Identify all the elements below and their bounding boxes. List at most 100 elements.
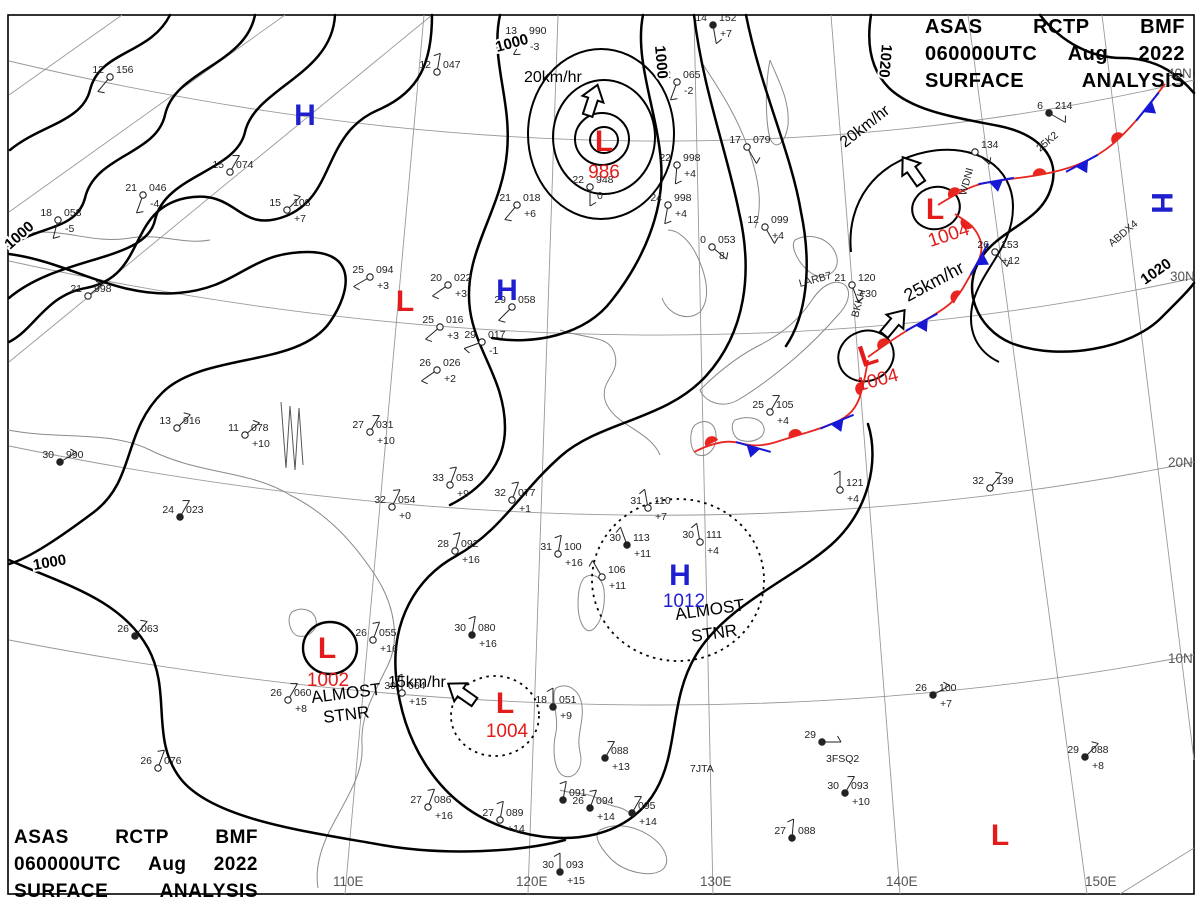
wind-barb-tick — [559, 780, 567, 785]
system-circle — [301, 620, 359, 676]
station-value: 152 — [719, 12, 737, 24]
movement-arrow-icon — [878, 308, 906, 340]
wind-barb — [791, 819, 795, 836]
station-value: 046 — [149, 182, 167, 194]
station-value: +4 — [675, 208, 687, 220]
station-circle — [508, 496, 516, 504]
wind-barb — [246, 422, 260, 434]
title-word: BMF — [215, 827, 258, 848]
station-value: 100 — [564, 541, 582, 553]
station-circle — [628, 809, 636, 817]
center-pressure-value: 1004 — [486, 721, 529, 742]
cold-front-triangle — [830, 419, 844, 432]
center-pressure-value: 1002 — [307, 670, 349, 691]
station-value: +12 — [1002, 255, 1020, 267]
station-circle — [388, 503, 396, 511]
station-value: 26 — [915, 682, 927, 694]
wind-barb — [428, 788, 435, 805]
station-value: +14 — [639, 816, 657, 828]
wind-barb-tick — [453, 532, 461, 535]
station-plot: 31 100 +16 — [540, 534, 583, 569]
station-value: +1 — [519, 503, 531, 515]
movement-arrows — [446, 83, 927, 708]
station-value: 948 — [596, 174, 614, 186]
station-value: 089 — [506, 807, 524, 819]
wind-barb-tick — [293, 194, 301, 198]
longitude-label: 110E — [333, 874, 364, 889]
wind-barb-tick — [425, 338, 433, 343]
station-value: +4 — [684, 168, 696, 180]
movement-arrow-icon — [446, 682, 479, 708]
station-circle — [56, 458, 64, 466]
station-plot: 17 079 — [729, 134, 771, 164]
wind-barb — [158, 749, 165, 766]
wind-barb-tick — [463, 348, 470, 354]
station-value: 121 — [846, 477, 864, 489]
station-circle — [623, 541, 631, 549]
wind-barb — [455, 532, 461, 549]
station-plot: 26 063 — [117, 619, 159, 640]
station-value: 065 — [683, 69, 701, 81]
low-center-symbol: L — [496, 687, 514, 720]
station-plot: 088+13 — [601, 741, 630, 773]
station-value: 21 — [70, 283, 82, 295]
station-plot: 15 074 — [212, 155, 254, 176]
station-plot: 22 998 +4 — [659, 152, 701, 185]
wind-barb — [991, 473, 1003, 487]
annotation-text: STNR — [690, 621, 738, 646]
station-plot: 095+14 — [628, 796, 657, 828]
wind-barb — [1051, 114, 1066, 123]
station-plot: 21 046 -4 — [125, 182, 167, 214]
station-plot: 21 998 — [70, 280, 112, 300]
wind-barb — [178, 414, 191, 427]
cold-front-triangle — [746, 445, 761, 458]
wind-barb — [766, 229, 775, 244]
station-value: 15 — [212, 159, 224, 171]
wind-barb — [89, 283, 103, 295]
station-value: -4 — [150, 198, 159, 210]
station-plot: 29 — [804, 729, 842, 746]
wind-barb — [644, 489, 648, 506]
station-value: 27 — [774, 825, 786, 837]
station-value: 28 — [437, 538, 449, 550]
station-value: 088 — [611, 745, 629, 757]
station-value: -1 — [489, 345, 498, 357]
station-value: 099 — [771, 214, 789, 226]
wind-barb-tick — [427, 788, 435, 791]
station-value: 094 — [376, 264, 394, 276]
station-value: 077 — [518, 487, 536, 499]
station-value: +10 — [852, 796, 870, 808]
cold-front-triangle — [915, 318, 928, 332]
station-value: 30 — [384, 680, 396, 692]
station-id-label: WDNI — [957, 167, 976, 197]
station-plot: 21 018 +6 — [499, 192, 541, 222]
station-value: 139 — [996, 475, 1014, 487]
wind-barb — [674, 167, 678, 184]
station-value: 25 — [352, 264, 364, 276]
station-value: 051 — [559, 694, 577, 706]
title-word: 060000UTC — [925, 43, 1038, 65]
station-value: +7 — [655, 511, 667, 523]
station-circle — [519, 34, 527, 42]
station-value: 916 — [183, 415, 201, 427]
station-value: 13 — [505, 25, 517, 37]
station-value: 20 — [430, 272, 442, 284]
station-value: 134 — [981, 139, 999, 151]
station-plot: 30 990 — [42, 448, 84, 466]
station-value: 27 — [410, 794, 422, 806]
station-value: 058 — [518, 294, 536, 306]
station-value: 088 — [798, 825, 816, 837]
station-plot: 26 060 +8 — [270, 683, 312, 715]
station-value: +11 — [634, 548, 651, 560]
isobar-value-label: 1000 — [32, 551, 68, 574]
station-plot: 25 105 +4 — [752, 395, 794, 427]
station-circle — [761, 223, 769, 231]
station-circle — [84, 292, 92, 300]
station-value: +16 — [462, 554, 480, 566]
station-value: 100 — [939, 682, 957, 694]
wind-barb-tick — [715, 38, 722, 45]
wind-barb-tick — [1091, 741, 1099, 745]
station-circle — [1045, 109, 1053, 117]
wind-barb-tick — [756, 157, 761, 164]
